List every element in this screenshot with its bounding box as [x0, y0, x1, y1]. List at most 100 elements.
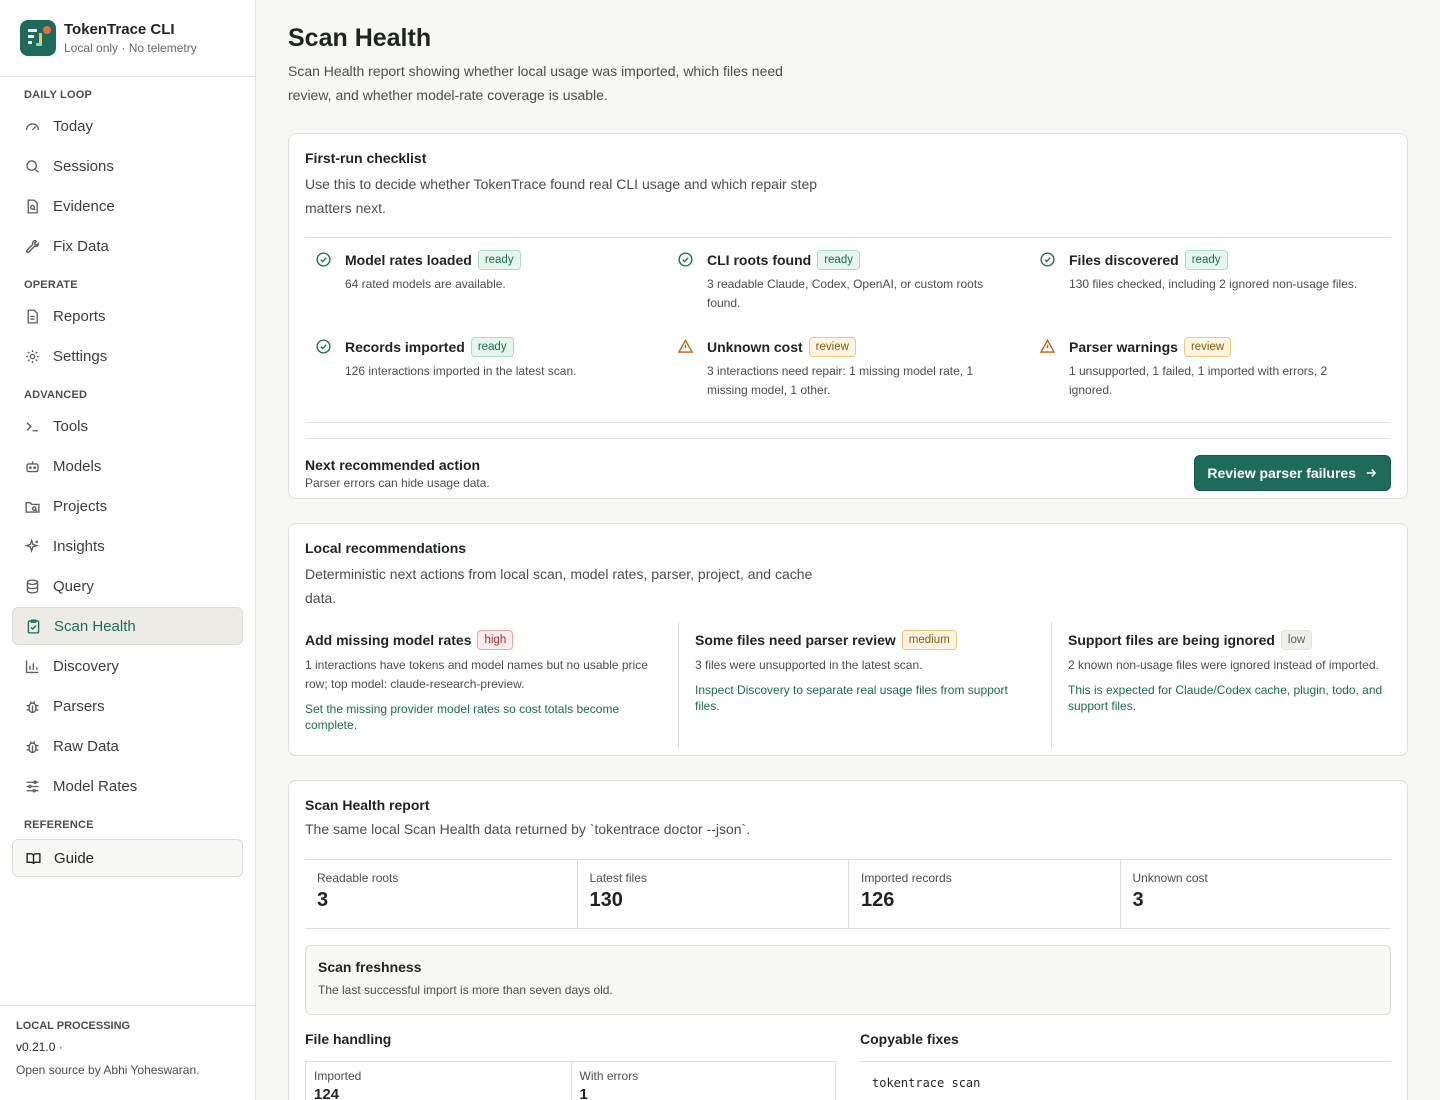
gear-icon	[26, 349, 39, 363]
review-parser-failures-button[interactable]: Review parser failures	[1194, 455, 1391, 491]
recommendation-action: Inspect Discovery to separate real usage…	[695, 683, 1008, 713]
warning-triangle-icon	[1039, 339, 1056, 353]
sidebar-item-label: Insights	[53, 537, 105, 555]
credit-text: Open source by Abhi Yoheswaran.	[16, 1063, 200, 1077]
metric-label: Imported records	[861, 871, 952, 885]
sidebar-item-reports[interactable]: Reports	[12, 297, 243, 335]
file-handling-grid: Imported 124 With errors 1	[305, 1061, 836, 1100]
sidebar-item-sessions[interactable]: Sessions	[12, 147, 243, 185]
sidebar-item-label: Raw Data	[53, 737, 119, 755]
sidebar-item-discovery[interactable]: Discovery	[12, 647, 243, 685]
sidebar-item-today[interactable]: Today	[12, 107, 243, 145]
sidebar-item-label: Evidence	[53, 197, 115, 215]
sidebar-item-label: Guide	[54, 849, 95, 867]
metrics-row: Readable roots 3 Latest files 130 Import…	[305, 859, 1391, 929]
sidebar: TokenTrace CLI Local only · No telemetry…	[0, 0, 256, 1100]
check-item: Model rates loaded ready 64 rated models …	[305, 250, 667, 337]
app-title: TokenTrace CLI	[64, 20, 175, 38]
button-label: Review parser failures	[1207, 465, 1356, 481]
sidebar-item-parsers[interactable]: Parsers	[12, 687, 243, 725]
nav-section-advanced: ADVANCED	[24, 389, 88, 401]
copyable-fixes: Copyable fixes tokentrace scan	[860, 1031, 1391, 1100]
sidebar-item-scan-health[interactable]: Scan Health	[12, 607, 243, 645]
check-item: CLI roots found ready 3 readable Claude, …	[667, 250, 1029, 337]
fix-command[interactable]: tokentrace scan	[860, 1061, 1391, 1100]
check-circle-icon	[316, 339, 331, 354]
copyable-fixes-title: Copyable fixes	[860, 1031, 959, 1047]
arrow-right-icon	[1366, 469, 1377, 477]
sidebar-item-label: Reports	[53, 307, 106, 325]
file-handling: File handling Imported 124 With errors 1	[305, 1031, 836, 1100]
sidebar-item-guide[interactable]: Guide	[12, 839, 243, 877]
check-item: Unknown cost review 3 interactions need r…	[667, 337, 1029, 424]
sidebar-item-model-rates[interactable]: Model Rates	[12, 767, 243, 805]
check-text: 1 unsupported, 1 failed, 1 imported with…	[1069, 364, 1328, 397]
metric-readable-roots: Readable roots 3	[305, 860, 577, 928]
metric-unknown-cost: Unknown cost 3	[1119, 860, 1392, 928]
recommendation-item: Support files are being ignored low 2 kno…	[1051, 622, 1409, 749]
recommendation-text: 3 files were unsupported in the latest s…	[695, 658, 923, 672]
metric-value: 3	[1132, 889, 1144, 911]
wrench-icon	[25, 239, 40, 253]
report-title: Scan Health report	[305, 797, 430, 813]
sidebar-item-insights[interactable]: Insights	[12, 527, 243, 565]
report-description: The same local Scan Health data returned…	[305, 821, 751, 837]
recommendations-title: Local recommendations	[305, 540, 467, 556]
sliders-icon	[26, 780, 39, 792]
database-icon	[26, 578, 39, 594]
sidebar-item-label: Today	[53, 117, 94, 135]
nav-section-reference: REFERENCE	[24, 819, 94, 831]
sidebar-item-tools[interactable]: Tools	[12, 407, 243, 445]
bot-icon	[26, 460, 39, 472]
warning-triangle-icon	[677, 339, 694, 353]
sidebar-item-label: Models	[53, 457, 102, 475]
sidebar-item-query[interactable]: Query	[12, 567, 243, 605]
sidebar-item-settings[interactable]: Settings	[12, 337, 243, 375]
sidebar-footer: LOCAL PROCESSING v0.21.0 · Open source b…	[0, 1005, 255, 1100]
priority-badge: medium	[901, 630, 957, 650]
recommendations-card: Local recommendations Deterministic next…	[288, 523, 1408, 756]
next-action: Next recommended action Parser errors ca…	[305, 438, 1391, 491]
book-open-icon	[26, 852, 41, 864]
sidebar-item-models[interactable]: Models	[12, 447, 243, 485]
sidebar-item-evidence[interactable]: Evidence	[12, 187, 243, 225]
sidebar-item-label: Parsers	[53, 697, 105, 715]
check-name: Parser warnings	[1069, 339, 1178, 355]
brand: TokenTrace CLI Local only · No telemetry	[0, 0, 255, 77]
freshness-text: The last successful import is more than …	[318, 983, 613, 997]
file-search-icon	[27, 198, 38, 214]
recommendation-action: This is expected for Claude/Codex cache,…	[1068, 683, 1383, 713]
sidebar-item-label: Query	[53, 577, 94, 595]
file-handling-cell: Imported 124	[306, 1062, 571, 1100]
status-badge: review	[808, 337, 856, 357]
nav-section-daily: DAILY LOOP	[24, 89, 93, 101]
bug-icon	[26, 740, 39, 753]
local-processing-label: LOCAL PROCESSING	[16, 1020, 131, 1032]
recommendation-action: Set the missing provider model rates so …	[305, 702, 620, 732]
sidebar-item-raw-data[interactable]: Raw Data	[12, 727, 243, 765]
app-logo-icon	[20, 20, 56, 56]
check-text: 126 interactions imported in the latest …	[345, 364, 577, 378]
metric-imported-records: Imported records 126	[848, 860, 1120, 928]
terminal-icon	[26, 421, 39, 431]
recommendations-grid: Add missing model rates high 1 interactio…	[305, 622, 1391, 749]
check-text: 3 readable Claude, Codex, OpenAI, or cus…	[707, 277, 984, 310]
metric-label: Readable roots	[317, 871, 399, 885]
sidebar-item-projects[interactable]: Projects	[12, 487, 243, 525]
check-name: CLI roots found	[707, 252, 812, 268]
sidebar-item-label: Scan Health	[54, 617, 136, 635]
status-badge: ready	[817, 250, 860, 270]
recommendation-name: Add missing model rates	[305, 632, 472, 648]
check-circle-icon	[316, 252, 331, 267]
next-action-title: Next recommended action	[305, 456, 481, 473]
check-circle-icon	[678, 252, 693, 267]
main-content: Scan Health Scan Health report showing w…	[288, 0, 1408, 1100]
file-handling-cell: With errors 1	[570, 1062, 836, 1100]
divider	[305, 422, 1391, 438]
sidebar-item-fix-data[interactable]: Fix Data	[12, 227, 243, 265]
cell-label: With errors	[579, 1069, 639, 1083]
cell-value: 124	[314, 1086, 340, 1100]
cell-label: Imported	[314, 1069, 362, 1083]
status-badge: review	[1183, 337, 1232, 357]
nav-section-operate: OPERATE	[24, 279, 78, 291]
